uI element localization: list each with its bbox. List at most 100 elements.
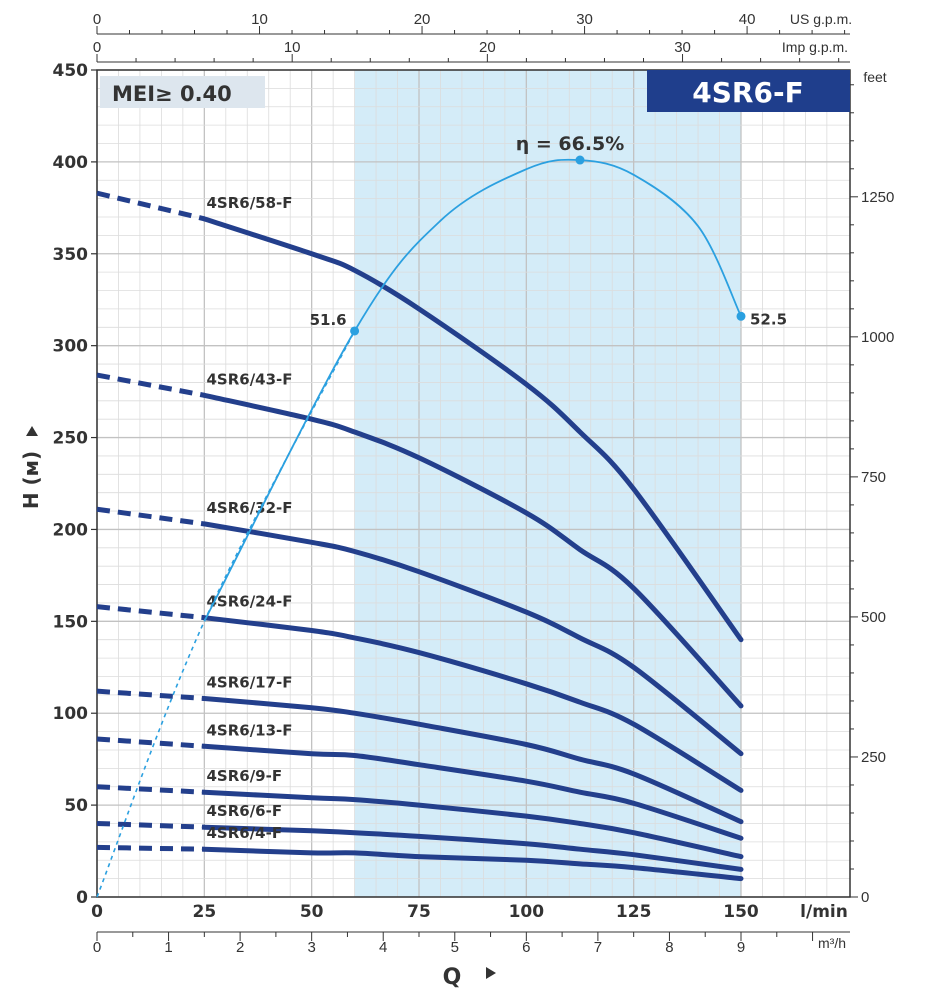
curve-dashed-segment: [96, 506, 205, 527]
y-tick-label: 50: [64, 796, 88, 816]
x-axis-title: Q: [443, 965, 496, 990]
m3h-tick-label: 4: [379, 939, 387, 956]
curve-dashed-segment: [96, 372, 205, 398]
curve-label: 4SR6/6-F: [206, 802, 282, 820]
m3h-tick-label: 1: [164, 939, 172, 956]
us-gpm-axis-unit-label: US g.p.m.: [790, 11, 852, 27]
curve-label: 4SR6/32-F: [206, 499, 292, 517]
pump-curves: 4SR6/58-F 4SR6/43-F 4SR6/32-F 4SR6/24-F 4SR6…: [96, 190, 744, 882]
x-tick-label: 75: [407, 902, 431, 922]
curve-label: 4SR6/9-F: [206, 767, 282, 785]
x-axis-label: Q: [443, 965, 462, 990]
x-tick-label: 0: [91, 902, 103, 922]
curve-dashed-segment: [96, 736, 205, 749]
curve-line: [201, 743, 744, 841]
y-tick-label: 350: [53, 245, 89, 265]
feet-unit-label: feet: [863, 69, 886, 85]
y-axis: 0 50 100 150 200 250 300 350 400 450: [53, 61, 97, 908]
m3h-tick-label: 9: [737, 939, 745, 956]
efficiency-end-label: 52.5: [750, 310, 787, 328]
y-axis-label: H (м): [19, 451, 43, 509]
curve-dashed-segment: [96, 784, 205, 795]
y-tick-label: 300: [53, 337, 89, 357]
feet-tick-label: 250: [861, 749, 886, 766]
mei-badge: MEI≥ 0.40: [100, 76, 265, 108]
y-tick-label: 0: [76, 888, 88, 908]
chart-title: 4SR6-F: [692, 76, 803, 109]
feet-tick-label: 1000: [861, 329, 894, 346]
curve-line: [201, 824, 744, 872]
curve-line: [201, 696, 744, 825]
efficiency-point: [736, 311, 746, 321]
feet-tick-label: 1250: [861, 189, 894, 206]
top-axes: 0 10 20 30 40 US g.p.m. 0 10 20 30 Imp g.p.m.: [93, 11, 852, 63]
curve-label: 4SR6/13-F: [206, 721, 292, 739]
m3h-tick-label: 6: [522, 939, 530, 956]
m3h-tick-label: 5: [451, 939, 459, 956]
curve-label: 4SR6/17-F: [206, 674, 292, 692]
x-tick-label: 125: [616, 902, 652, 922]
m3h-tick-label: 7: [594, 939, 602, 956]
us-gpm-axis-tick-label: 30: [576, 11, 593, 28]
curve-label: 4SR6/58-F: [206, 194, 292, 212]
efficiency-peak-label: η = 66.5%: [516, 133, 625, 155]
plot-frame: [96, 69, 851, 898]
y-tick-label: 200: [53, 520, 89, 540]
mei-badge-text: MEI≥ 0.40: [112, 82, 232, 106]
y-tick-label: 400: [53, 153, 89, 173]
y-tick-label: 250: [53, 429, 89, 449]
grid: [96, 69, 850, 898]
imp-gpm-axis-tick-label: 0: [93, 39, 101, 56]
x-axis-arrow-icon: [486, 967, 496, 979]
efficiency-point: [350, 326, 360, 336]
m3h-tick-label: 3: [307, 939, 315, 956]
us-gpm-axis-tick-label: 10: [251, 11, 268, 28]
curve-line: [201, 789, 744, 860]
efficiency-point: [575, 155, 585, 165]
y-tick-label: 450: [53, 61, 89, 81]
curve-dashed-segment: [96, 190, 205, 222]
x-axis: 0 25 50 75 100 125 150 l/min: [91, 902, 848, 922]
imp-gpm-axis-tick-label: 20: [479, 39, 496, 56]
y-axis-arrow-icon: [26, 426, 38, 436]
x-tick-label: 50: [300, 902, 324, 922]
curve-dashed-segment: [96, 604, 205, 621]
m3h-unit-label: m³/h: [818, 935, 846, 951]
efficiency-start-label: 51.6: [310, 311, 347, 329]
imp-gpm-axis-tick-label: 30: [674, 39, 691, 56]
efficiency-curve: 51.6 52.5 η = 66.5%: [96, 133, 787, 898]
x-tick-label: 100: [509, 902, 545, 922]
curve-line: [201, 216, 744, 643]
curve-line: [201, 392, 744, 709]
us-gpm-axis-tick-label: 20: [414, 11, 431, 28]
imp-gpm-axis-tick-label: 10: [284, 39, 301, 56]
curve-label: 4SR6/43-F: [206, 370, 292, 388]
feet-tick-label: 750: [861, 469, 886, 486]
curve-line: [201, 615, 744, 793]
feet-tick-label: 0: [861, 889, 869, 906]
m3h-tick-label: 2: [236, 939, 244, 956]
y-tick-label: 100: [53, 704, 89, 724]
title-box: 4SR6-F: [647, 70, 850, 112]
m3h-axis: 0 1 2 3 4 5 6 7 8 9 m³/h: [93, 931, 850, 956]
curve-dashed-segment: [96, 844, 205, 852]
m3h-tick-label: 8: [665, 939, 673, 956]
curve-label: 4SR6/24-F: [206, 593, 292, 611]
curve-line: [201, 521, 744, 757]
feet-tick-label: 500: [861, 609, 886, 626]
curve-dashed-segment: [96, 688, 205, 702]
us-gpm-axis-tick-label: 0: [93, 11, 101, 28]
feet-axis: 0 250 500 750 1000 1250 feet: [850, 69, 894, 906]
y-axis-title: H (м): [19, 426, 43, 509]
y-tick-label: 150: [53, 612, 89, 632]
x-tick-label: 25: [192, 902, 216, 922]
curve-line: [201, 846, 744, 882]
curve-label: 4SR6/4-F: [206, 824, 282, 842]
us-gpm-axis-tick-label: 40: [739, 11, 756, 28]
x-tick-label: 150: [723, 902, 759, 922]
x-unit-label: l/min: [800, 902, 848, 922]
imp-gpm-axis-unit-label: Imp g.p.m.: [782, 39, 848, 55]
curve-dashed-segment: [96, 820, 205, 830]
m3h-tick-label: 0: [93, 939, 101, 956]
